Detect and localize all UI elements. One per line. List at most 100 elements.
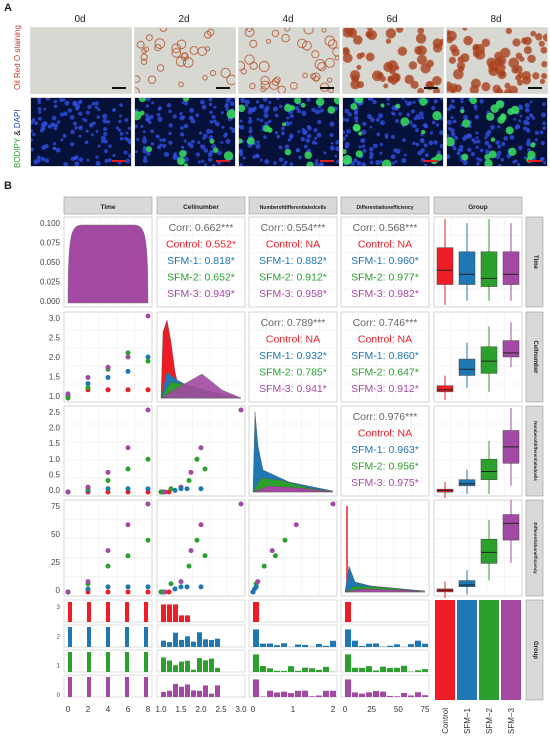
nucleus: [424, 153, 429, 158]
nucleus: [439, 130, 443, 135]
nucleus: [296, 109, 301, 114]
lipid-signal: [239, 104, 246, 113]
lipid-droplet: [324, 35, 336, 47]
correlation-text: Corr: 0.789***: [261, 317, 326, 329]
nucleus: [43, 107, 47, 111]
lipid-droplet: [538, 40, 545, 47]
histogram-bar: [309, 696, 315, 697]
nucleus: [436, 150, 441, 155]
lipid-signal: [145, 146, 153, 153]
strip-right-Differentiationefficiency: [525, 499, 544, 597]
histogram-bar: [359, 693, 365, 697]
lipid-droplet: [521, 37, 529, 45]
histogram-bar: [87, 602, 91, 622]
nucleus: [255, 100, 260, 104]
histogram-bar: [387, 695, 393, 697]
nucleus: [168, 131, 172, 136]
histogram-bar: [302, 690, 308, 697]
lipid-signal: [352, 123, 361, 132]
nucleus: [199, 99, 205, 105]
nucleus: [513, 117, 517, 121]
nucleus: [279, 104, 283, 109]
strip-top-label: Cellnumber: [183, 204, 219, 211]
box-SFM-3: [502, 514, 520, 541]
histogram-bar: [394, 667, 400, 672]
lipid-signal: [495, 100, 505, 109]
nucleus: [78, 100, 82, 105]
histogram-bar: [274, 645, 280, 647]
nucleus: [540, 112, 546, 118]
lipid-signal: [247, 137, 255, 145]
nucleus: [460, 106, 465, 110]
lipid-signal: [381, 159, 392, 166]
x-tick-label: SFM−2: [485, 707, 494, 734]
x-tick-label: 3.0: [235, 705, 247, 714]
histogram-bar: [387, 668, 393, 672]
nucleus: [503, 136, 509, 141]
nucleus: [150, 142, 155, 146]
nucleus: [37, 159, 41, 163]
y-tick-label: 2.0: [49, 353, 61, 362]
box-SFM-2: [480, 251, 498, 287]
fluorescence-image-1: [134, 97, 236, 167]
nucleus: [78, 157, 84, 162]
histogram-bar: [394, 696, 400, 697]
nucleus: [539, 130, 544, 135]
scale-bar: [320, 160, 334, 162]
histogram-bar: [330, 640, 336, 647]
nucleus: [398, 112, 402, 116]
lipid-droplet: [395, 28, 404, 34]
nucleus: [370, 117, 375, 123]
lipid-droplet: [408, 61, 418, 70]
scatter-point: [105, 584, 111, 590]
histogram-bar: [191, 641, 196, 647]
box-SFM-1: [458, 358, 476, 376]
nucleus: [433, 140, 438, 145]
nucleus: [391, 161, 395, 165]
nucleus: [377, 113, 383, 119]
nucleus: [475, 145, 479, 149]
scatter-point: [145, 358, 151, 364]
nucleus: [256, 117, 260, 121]
pairs-plot-matrix: Time Cellnumber Numberofdifferentiatedcell…: [40, 196, 544, 734]
lipid-droplet: [143, 46, 150, 53]
lipid-droplet: [321, 28, 327, 33]
lipid-droplet: [542, 33, 547, 42]
nucleus: [223, 133, 228, 138]
lipid-droplet: [451, 48, 460, 57]
scatter-point: [198, 584, 204, 590]
oil-red-image-2: [238, 27, 340, 94]
histogram-bar: [281, 691, 287, 697]
nucleus: [420, 138, 424, 142]
nucleus: [360, 137, 366, 144]
nucleus: [280, 126, 285, 131]
nucleus: [354, 119, 359, 124]
histogram-bar: [215, 638, 220, 647]
histogram-bar: [173, 683, 178, 697]
x-tick-label: 6: [126, 705, 131, 714]
scatter-point: [255, 579, 261, 585]
lipid-droplet: [523, 45, 533, 55]
histogram-bar: [173, 604, 178, 622]
x-tick-label: 2: [331, 705, 336, 714]
strip-top-Time: [63, 196, 153, 215]
nucleus: [298, 155, 302, 160]
nucleus: [163, 151, 170, 157]
nucleus: [180, 145, 185, 150]
scatter-point: [145, 501, 151, 507]
lipid-droplet: [481, 81, 491, 92]
nucleus: [518, 119, 522, 123]
nucleus: [305, 138, 310, 143]
histogram-bar: [87, 627, 91, 647]
nucleus: [471, 138, 476, 142]
nucleus: [135, 124, 138, 129]
nucleus: [386, 102, 390, 106]
nucleus: [490, 125, 495, 130]
histogram-bar: [87, 677, 91, 697]
nucleus: [142, 158, 148, 164]
lipid-droplet: [492, 84, 502, 93]
lipid-signal: [350, 103, 358, 110]
nucleus: [146, 98, 151, 102]
lipid-droplet: [463, 35, 473, 46]
nucleus: [145, 104, 149, 108]
